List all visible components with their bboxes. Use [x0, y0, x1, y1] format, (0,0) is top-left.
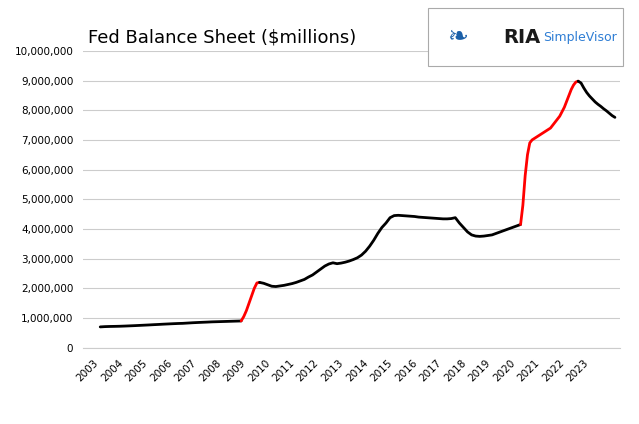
Text: ❧: ❧ — [447, 25, 468, 49]
Text: SimpleVisor: SimpleVisor — [543, 31, 617, 44]
Text: RIA: RIA — [503, 28, 541, 47]
Text: Fed Balance Sheet ($millions): Fed Balance Sheet ($millions) — [88, 28, 357, 47]
FancyBboxPatch shape — [428, 8, 623, 66]
